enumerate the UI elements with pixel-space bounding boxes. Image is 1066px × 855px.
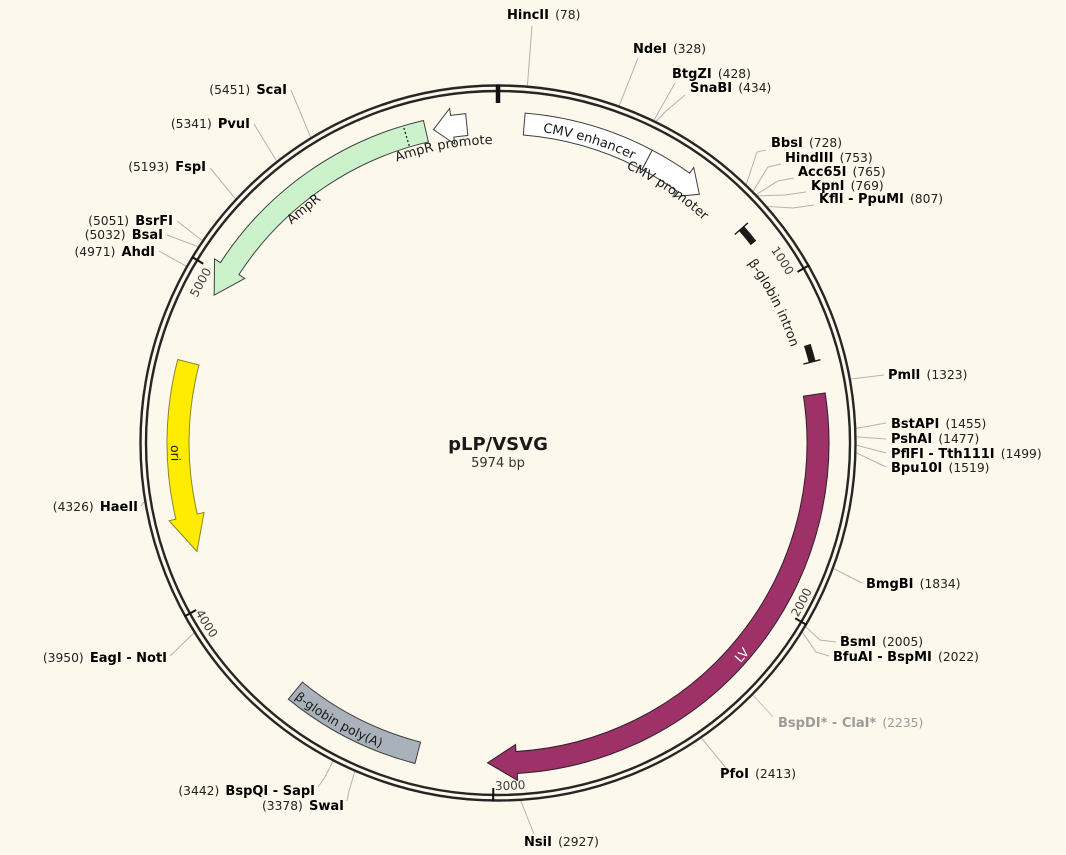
tick-mark-1000: [797, 264, 810, 273]
site-leader: [140, 500, 146, 507]
site-label-swai[interactable]: (3378) SwaI: [262, 799, 344, 814]
feature-ampr-promoter[interactable]: [432, 107, 469, 146]
site-leader: [209, 167, 237, 200]
feature-label-ori: ori: [168, 445, 183, 462]
site-label-bspqi-sapi[interactable]: (3442) BspQI - SapI: [178, 784, 315, 799]
site-label-scai[interactable]: (5451) ScaI: [209, 83, 287, 98]
site-leader: [855, 452, 887, 468]
site-label-pmli[interactable]: PmlI (1323): [888, 368, 967, 383]
feature-boundary-ampr: [402, 126, 410, 147]
site-label-bsai[interactable]: (5032) BsaI: [85, 228, 163, 243]
site-leader: [176, 220, 203, 242]
site-label-hindiii[interactable]: HindIII (753): [785, 151, 873, 166]
tick-mark-5000: [191, 255, 204, 265]
site-leader: [346, 771, 356, 802]
site-leader: [290, 89, 312, 139]
site-label-acc65i[interactable]: Acc65I (765): [798, 165, 886, 180]
feature-ori[interactable]: [166, 358, 205, 553]
site-label-bpu10i[interactable]: Bpu10I (1519): [891, 461, 989, 476]
feature-arcs: [166, 107, 830, 782]
feature-beta-globin-intron[interactable]: [734, 222, 821, 365]
restriction-site-labels: HincII (78) NdeI (328) BtgZI (428)SnaBI (4…: [43, 8, 1042, 850]
plasmid-size: 5974 bp: [471, 456, 525, 471]
site-label-bsmi[interactable]: BsmI (2005): [840, 635, 923, 650]
site-leader: [745, 149, 767, 186]
feature-ampr[interactable]: [213, 119, 429, 297]
site-leader: [169, 632, 195, 657]
site-label-ndei[interactable]: NdeI (328): [633, 42, 706, 57]
plasmid-title: pLP/VSVG: [448, 434, 548, 455]
site-leader: [158, 250, 187, 267]
feature-cmv-promoter[interactable]: [641, 149, 700, 198]
site-label-pflfi-tth111i[interactable]: PflFI - Tth111I (1499): [891, 447, 1042, 462]
site-leader: [756, 191, 807, 197]
site-leader: [653, 82, 676, 121]
site-leader: [855, 436, 887, 440]
site-leader: [855, 444, 887, 454]
site-label-pfoi[interactable]: PfoI (2413): [720, 767, 796, 782]
site-label-bbsi[interactable]: BbsI (728): [771, 136, 842, 151]
site-leader: [805, 626, 837, 643]
site-leader: [801, 631, 830, 657]
site-label-bsrfi[interactable]: (5051) BsrFI: [88, 214, 173, 229]
site-label-nsii[interactable]: NsiI (2927): [524, 835, 599, 850]
site-label-ahdi[interactable]: (4971) AhdI: [74, 245, 155, 260]
site-leader: [655, 94, 686, 122]
site-label-pvui[interactable]: (5341) PvuI: [171, 117, 250, 132]
site-leader: [752, 163, 782, 192]
site-leader: [833, 568, 863, 584]
site-label-hincii[interactable]: HincII (78): [507, 8, 580, 23]
site-leader: [752, 694, 774, 718]
site-leader: [850, 374, 885, 380]
site-leader: [253, 123, 278, 162]
site-leader: [855, 422, 887, 429]
site-label-bfuai-bspmi[interactable]: BfuAI - BspMI (2022): [833, 650, 979, 665]
site-label-snabi[interactable]: SnaBI (434): [690, 81, 771, 96]
site-label-bmgbi[interactable]: BmgBI (1834): [866, 577, 961, 592]
site-leader: [317, 760, 334, 788]
site-leader: [755, 177, 795, 196]
site-leader: [700, 737, 727, 769]
site-leader: [618, 57, 639, 107]
site-label-kpni[interactable]: KpnI (769): [811, 179, 884, 194]
site-label-fspi[interactable]: (5193) FspI: [128, 160, 206, 175]
site-leader: [166, 234, 199, 248]
site-leader: [526, 25, 533, 87]
feature-beta-globin-polya[interactable]: [287, 681, 422, 765]
site-label-bspdi-clai[interactable]: BspDI* - ClaI* (2235): [778, 716, 923, 731]
tick-mark-2000: [794, 617, 808, 626]
feature-lv[interactable]: [486, 392, 830, 782]
tick-mark-4000: [183, 609, 197, 618]
site-label-kfli-ppumi[interactable]: KflI - PpuMI (807): [819, 192, 943, 207]
site-leader: [766, 204, 815, 209]
site-leader: [520, 800, 535, 835]
tick-label-3000: 3000: [495, 778, 526, 793]
leader-lines: [140, 25, 887, 835]
site-label-haeii[interactable]: (4326) HaeII: [53, 500, 138, 515]
site-label-pshai[interactable]: PshAI (1477): [891, 432, 979, 447]
site-label-bstapi[interactable]: BstAPI (1455): [891, 417, 986, 432]
site-label-eagi-noti[interactable]: (3950) EagI - NotI: [43, 651, 167, 666]
site-label-btgzi[interactable]: BtgZI (428): [672, 67, 751, 82]
